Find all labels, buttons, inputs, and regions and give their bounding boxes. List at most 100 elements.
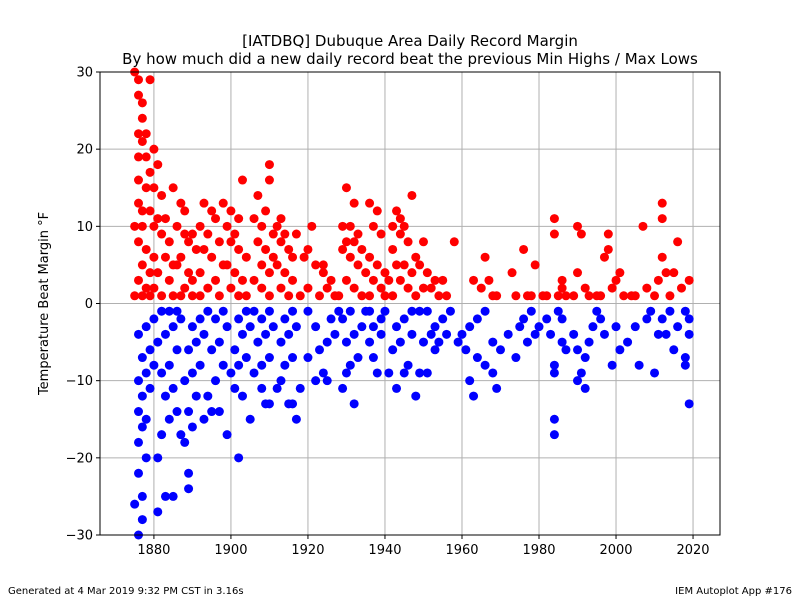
data-point: [392, 383, 402, 393]
data-point: [388, 291, 398, 301]
data-point: [592, 306, 602, 316]
data-point: [557, 275, 567, 285]
data-point: [365, 252, 375, 262]
x-tick-label: 1880: [137, 543, 170, 558]
data-point: [553, 291, 563, 301]
data-point: [184, 268, 194, 278]
data-point: [218, 198, 228, 208]
data-point: [234, 244, 244, 254]
data-point: [130, 499, 140, 509]
data-point: [388, 221, 398, 231]
data-point: [180, 437, 190, 447]
data-point: [430, 275, 440, 285]
data-point: [392, 206, 402, 216]
data-point: [326, 275, 336, 285]
data-point: [141, 152, 151, 162]
data-point: [172, 407, 182, 417]
chart-subtitle: By how much did a new daily record beat …: [122, 50, 698, 68]
data-point: [153, 507, 163, 517]
data-point: [642, 314, 652, 324]
data-point: [222, 322, 232, 332]
data-points: [130, 67, 694, 540]
data-point: [434, 337, 444, 347]
data-point: [669, 345, 679, 355]
data-point: [234, 214, 244, 224]
data-point: [226, 283, 236, 293]
data-point: [530, 260, 540, 270]
data-point: [134, 75, 144, 85]
data-point: [276, 237, 286, 247]
data-point: [141, 183, 151, 193]
data-point: [542, 314, 552, 324]
data-point: [476, 283, 486, 293]
data-point: [276, 376, 286, 386]
data-point: [553, 306, 563, 316]
x-tick-label: 2020: [676, 543, 709, 558]
data-point: [214, 337, 224, 347]
data-point: [160, 391, 170, 401]
data-point: [488, 368, 498, 378]
data-point: [257, 314, 267, 324]
data-point: [603, 229, 613, 239]
data-point: [368, 221, 378, 231]
data-point: [191, 337, 201, 347]
generated-timestamp: Generated at 4 Mar 2019 9:32 PM CST in 3…: [8, 586, 244, 597]
data-point: [488, 337, 498, 347]
data-point: [134, 275, 144, 285]
data-point: [149, 283, 159, 293]
data-point: [141, 244, 151, 254]
data-point: [284, 244, 294, 254]
data-point: [134, 376, 144, 386]
data-point: [237, 391, 247, 401]
data-point: [349, 329, 359, 339]
data-point: [137, 136, 147, 146]
data-point: [176, 314, 186, 324]
data-point: [253, 337, 263, 347]
data-point: [145, 345, 155, 355]
data-point: [580, 353, 590, 363]
data-point: [561, 345, 571, 355]
data-point: [511, 353, 521, 363]
data-point: [515, 322, 525, 332]
data-point: [137, 515, 147, 525]
data-point: [392, 322, 402, 332]
data-point: [673, 237, 683, 247]
data-point: [295, 383, 305, 393]
data-point: [134, 152, 144, 162]
data-point: [334, 291, 344, 301]
data-point: [657, 252, 667, 262]
data-point: [257, 221, 267, 231]
data-point: [426, 329, 436, 339]
data-point: [134, 198, 144, 208]
data-point: [349, 198, 359, 208]
data-point: [684, 275, 694, 285]
data-point: [164, 275, 174, 285]
data-point: [291, 322, 301, 332]
data-point: [272, 260, 282, 270]
data-point: [288, 399, 298, 409]
data-point: [630, 291, 640, 301]
data-point: [684, 399, 694, 409]
data-point: [322, 376, 332, 386]
data-point: [407, 329, 417, 339]
data-point: [349, 283, 359, 293]
data-point: [145, 75, 155, 85]
data-point: [596, 314, 606, 324]
data-point: [226, 206, 236, 216]
x-tick-label: 1940: [368, 543, 401, 558]
data-point: [384, 275, 394, 285]
data-point: [607, 283, 617, 293]
data-point: [573, 345, 583, 355]
data-point: [164, 237, 174, 247]
y-tick-label: −10: [66, 374, 93, 389]
data-point: [395, 275, 405, 285]
data-point: [134, 175, 144, 185]
data-point: [519, 244, 529, 254]
data-point: [584, 291, 594, 301]
data-point: [365, 291, 375, 301]
data-point: [280, 268, 290, 278]
data-point: [388, 345, 398, 355]
data-point: [191, 391, 201, 401]
data-point: [145, 383, 155, 393]
data-point: [153, 453, 163, 463]
